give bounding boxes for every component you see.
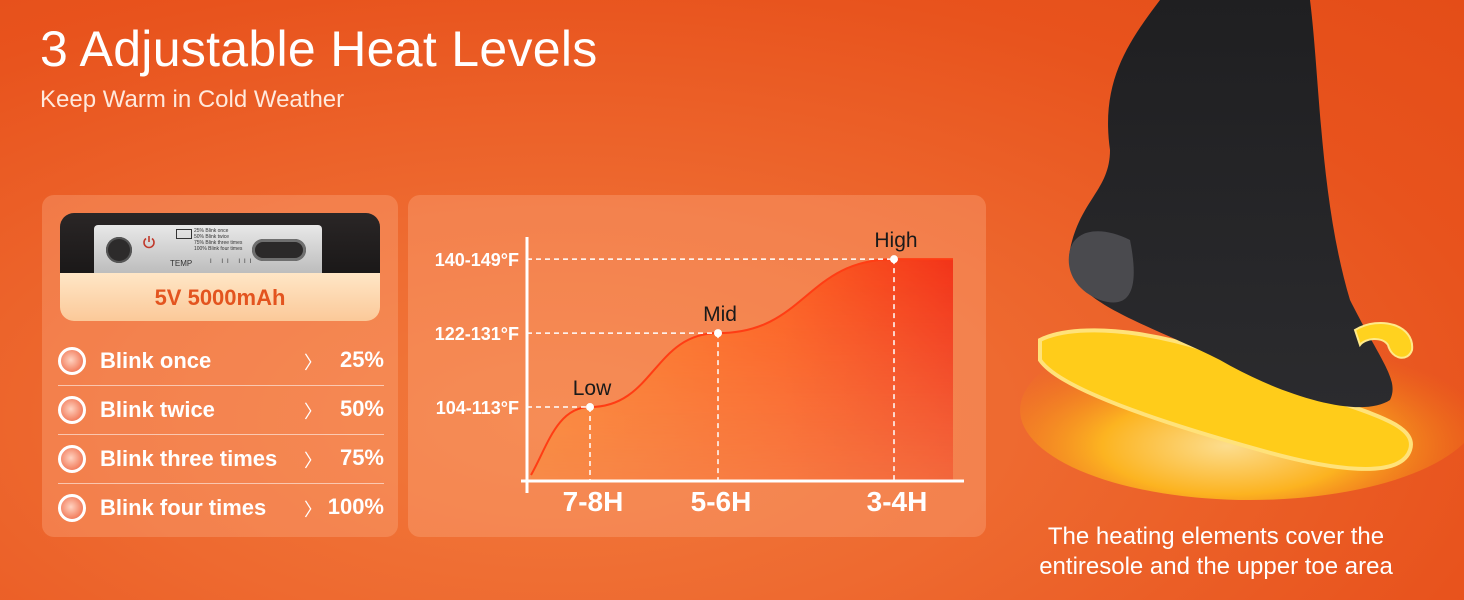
- battery-glow: [60, 273, 380, 321]
- indicator-dot-icon: [58, 396, 86, 424]
- blink-label: Blink once: [100, 348, 212, 373]
- x-tick-label: 3-4H: [867, 486, 928, 517]
- usb-c-port-icon: [252, 239, 306, 261]
- battery-capacity: 5V 5000mAh: [154, 285, 286, 310]
- blink-value: 25%: [339, 347, 384, 372]
- data-point: [586, 403, 594, 412]
- heated-sock-illustration: [1020, 0, 1464, 500]
- blink-value: 50%: [339, 396, 384, 421]
- temp-marks: I II III: [210, 259, 256, 265]
- y-tick-label: 140-149°F: [435, 250, 519, 270]
- sock-heel-shape: [1068, 231, 1134, 303]
- heat-level-chart-panel: Low 104-113°F 7-8H Mid 122-131°F 5-6H High 140-…: [408, 195, 986, 537]
- y-tick-label: 104-113°F: [436, 398, 519, 418]
- chevron-right-icon: 〉: [304, 402, 322, 422]
- blink-value: 75%: [339, 445, 384, 470]
- heat-level-chart: Low 104-113°F 7-8H Mid 122-131°F 5-6H High 140-…: [435, 229, 964, 517]
- blink-label: Blink twice: [100, 397, 215, 422]
- heat-curve-area: [531, 259, 953, 481]
- indicator-dot-icon: [58, 494, 86, 522]
- chevron-right-icon: 〉: [304, 353, 322, 373]
- power-icon: [143, 236, 155, 249]
- data-point: [714, 329, 722, 338]
- list-item: Blink twice 〉 50%: [58, 386, 384, 435]
- chevron-right-icon: 〉: [304, 500, 322, 520]
- heating-caption: The heating elements cover the entiresol…: [1000, 522, 1432, 582]
- sock-shape: [1069, 0, 1393, 408]
- battery-panel: 25% Blink once 50% Blink twice 75% Blink…: [42, 195, 398, 537]
- insole-shape: [1038, 328, 1413, 471]
- level-label: High: [874, 229, 917, 252]
- level-label: Mid: [703, 303, 737, 326]
- caption-line-2: entiresole and the upper toe area: [1039, 553, 1393, 580]
- battery-pack-image: 25% Blink once 50% Blink twice 75% Blink…: [60, 213, 380, 295]
- blink-value: 100%: [327, 494, 384, 519]
- x-tick-label: 5-6H: [691, 486, 752, 517]
- chevron-right-icon: 〉: [304, 451, 322, 471]
- heat-curve-line: [530, 258, 953, 476]
- temp-label: TEMP: [170, 259, 193, 268]
- toe-heating-element: [1353, 321, 1414, 359]
- blink-label: Blink three times: [100, 446, 278, 471]
- level-label: Low: [573, 377, 612, 400]
- blink-level-list: Blink once 〉 25% Blink twice 〉 50% Blink…: [58, 337, 384, 532]
- x-tick-label: 7-8H: [563, 486, 624, 517]
- data-point: [890, 255, 898, 264]
- list-item: Blink four times 〉 100%: [58, 484, 384, 532]
- battery-control-plate: 25% Blink once 50% Blink twice 75% Blink…: [94, 225, 322, 277]
- blink-label: Blink four times: [100, 495, 267, 520]
- indicator-dot-icon: [58, 445, 86, 473]
- power-button: [106, 237, 132, 263]
- page-title: 3 Adjustable Heat Levels: [40, 21, 598, 77]
- page-subtitle: Keep Warm in Cold Weather: [40, 86, 345, 113]
- caption-line-1: The heating elements cover the: [1047, 523, 1385, 550]
- list-item: Blink three times 〉 75%: [58, 435, 384, 484]
- battery-icon: [176, 229, 192, 239]
- device-legend: 25% Blink once 50% Blink twice 75% Blink…: [194, 228, 243, 252]
- list-item: Blink once 〉 25%: [58, 337, 384, 386]
- y-tick-label: 122-131°F: [435, 324, 519, 344]
- indicator-dot-icon: [58, 347, 86, 375]
